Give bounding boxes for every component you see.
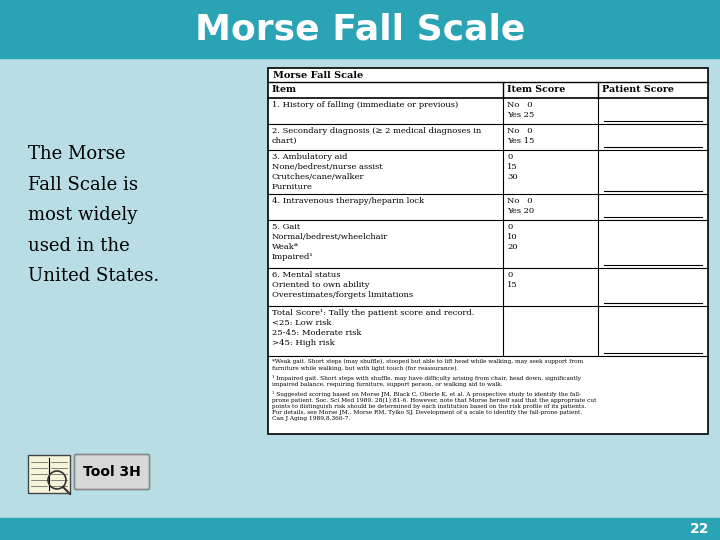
Text: 6. Mental status
Oriented to own ability
Overestimates/forgets limitations: 6. Mental status Oriented to own ability… — [272, 271, 413, 299]
Text: Item Score: Item Score — [507, 85, 565, 94]
Text: No   0
Yes 25: No 0 Yes 25 — [507, 101, 534, 119]
Text: ¹ Impaired gait. Short steps with shuffle, may have difficulty arising from chai: ¹ Impaired gait. Short steps with shuffl… — [272, 375, 581, 387]
Text: 4. Intravenous therapy/heparin lock: 4. Intravenous therapy/heparin lock — [272, 197, 424, 205]
Text: No   0
Yes 20: No 0 Yes 20 — [507, 197, 534, 215]
Text: ¹ Suggested scoring based on Morse JM, Black C, Oberle K, et al. A prospective s: ¹ Suggested scoring based on Morse JM, B… — [272, 391, 596, 421]
Text: 0
15
30: 0 15 30 — [507, 153, 518, 181]
Text: No   0
Yes 15: No 0 Yes 15 — [507, 127, 534, 145]
Text: Tool 3H: Tool 3H — [83, 465, 141, 479]
Text: Morse Fall Scale: Morse Fall Scale — [273, 71, 364, 80]
Text: 22: 22 — [690, 522, 710, 536]
Bar — [28, 455, 70, 493]
Text: Patient Score: Patient Score — [602, 85, 674, 94]
Text: The Morse
Fall Scale is
most widely
used in the
United States.: The Morse Fall Scale is most widely used… — [28, 145, 159, 286]
Text: Morse Fall Scale: Morse Fall Scale — [195, 12, 525, 46]
Text: 1. History of falling (immediate or previous): 1. History of falling (immediate or prev… — [272, 101, 458, 109]
Text: Item: Item — [272, 85, 297, 94]
FancyBboxPatch shape — [74, 455, 150, 489]
Text: 0
15: 0 15 — [507, 271, 518, 289]
Text: 5. Gait
Normal/bedrest/wheelchair
Weak*
Impaired¹: 5. Gait Normal/bedrest/wheelchair Weak* … — [272, 223, 388, 261]
Bar — [0, 518, 720, 540]
Text: *Weak gait. Short steps (may shuffle), stooped but able to lift head while walki: *Weak gait. Short steps (may shuffle), s… — [272, 359, 583, 370]
Bar — [268, 68, 708, 434]
Text: 3. Ambulatory aid
None/bedrest/nurse assist
Crutches/cane/walker
Furniture: 3. Ambulatory aid None/bedrest/nurse ass… — [272, 153, 382, 191]
Text: 0
10
20: 0 10 20 — [507, 223, 518, 251]
Text: 2. Secondary diagnosis (≥ 2 medical diagnoses in
chart): 2. Secondary diagnosis (≥ 2 medical diag… — [272, 127, 481, 145]
Text: Total Score¹: Tally the patient score and record.
<25: Low risk
25-45: Moderate : Total Score¹: Tally the patient score an… — [272, 309, 474, 347]
Bar — [0, 0, 720, 58]
